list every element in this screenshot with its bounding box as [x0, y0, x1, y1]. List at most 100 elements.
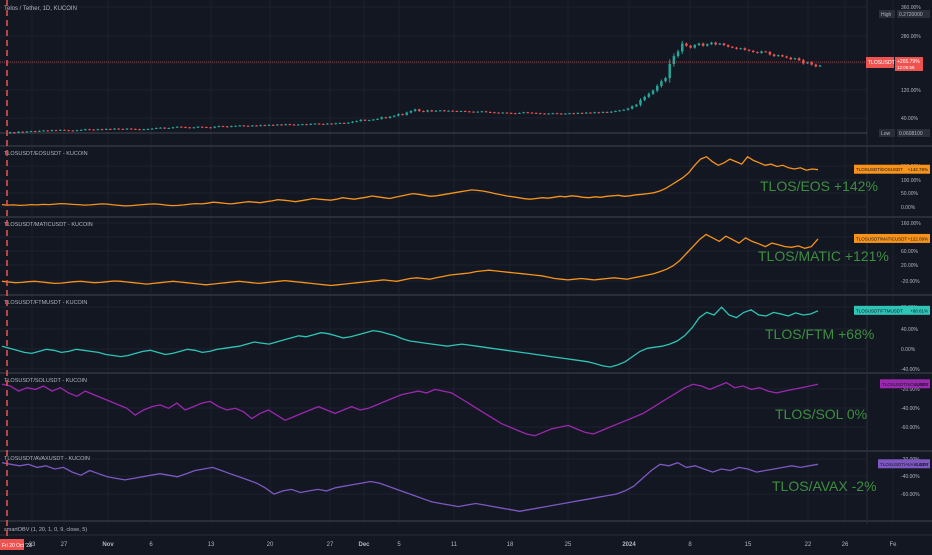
candle	[197, 127, 200, 128]
candle	[172, 127, 175, 128]
candle	[535, 113, 538, 114]
y-tick-label: -20.00%	[901, 279, 920, 285]
candle	[656, 86, 659, 91]
y-tick-label: 0.00%	[901, 205, 916, 211]
candle	[769, 52, 772, 55]
candle	[464, 111, 467, 112]
candle	[289, 124, 292, 125]
candle	[481, 111, 484, 112]
y-tick-label: 120.00%	[901, 88, 921, 94]
candle	[401, 114, 404, 115]
candle	[785, 56, 788, 57]
candle	[335, 123, 338, 124]
candle	[627, 109, 630, 110]
candle	[34, 131, 37, 132]
symbol-label: TLOSUSDT	[868, 60, 895, 66]
candle	[272, 125, 275, 126]
pane-annotation: TLOS/AVAX -2%	[772, 478, 877, 494]
candle	[243, 125, 246, 126]
candle	[326, 124, 329, 125]
candle	[159, 128, 162, 129]
candle	[648, 94, 651, 97]
candle	[264, 125, 267, 126]
series-tag-label: TLOSUSDT/EOSUSDT	[856, 167, 903, 172]
candle	[46, 130, 49, 131]
candle	[522, 112, 525, 113]
candle	[598, 112, 601, 113]
candle	[501, 113, 504, 114]
candle	[184, 127, 187, 128]
candle	[205, 127, 208, 128]
candle	[314, 124, 317, 125]
candle	[735, 48, 738, 49]
x-tick-label: 22	[805, 542, 812, 548]
pane-annotation: TLOS/EOS +142%	[760, 178, 878, 194]
candle	[639, 100, 642, 105]
low-value: 0.0608100	[899, 131, 923, 137]
candle	[239, 125, 242, 126]
candle	[113, 129, 116, 130]
series-tag-value: 0.08%	[915, 382, 928, 387]
series-tag-value: +68.61%	[910, 308, 928, 313]
candle	[122, 129, 125, 130]
candle	[668, 64, 671, 78]
candle	[17, 132, 20, 133]
candle	[126, 129, 129, 130]
candle	[485, 111, 488, 112]
candle	[685, 44, 688, 46]
candle	[752, 51, 755, 52]
x-tick-label: 26	[842, 542, 849, 548]
candle	[414, 109, 417, 111]
candle	[552, 113, 555, 114]
candle	[702, 44, 705, 46]
x-tick-label: 18	[507, 542, 514, 548]
candle	[531, 113, 534, 114]
candle	[180, 127, 183, 128]
candle	[330, 124, 333, 125]
candle	[539, 113, 542, 114]
candle	[143, 129, 146, 130]
candle	[652, 91, 655, 94]
candle	[234, 126, 237, 127]
candle	[560, 114, 563, 115]
candle	[360, 120, 363, 121]
x-tick-label: 25	[565, 542, 572, 548]
pane-annotation: TLOS/FTM +68%	[765, 326, 874, 342]
candle	[739, 48, 742, 49]
y-tick-label: -60.00%	[901, 425, 920, 431]
candle	[456, 111, 459, 112]
candle	[155, 128, 158, 129]
candle	[97, 129, 100, 130]
candle	[284, 124, 287, 125]
candle	[643, 97, 646, 100]
y-tick-label: -60.00%	[901, 492, 920, 498]
candle	[72, 130, 75, 131]
candle	[790, 58, 793, 60]
candle	[213, 127, 216, 128]
pane-title: TLOSUSDT/FTMUSDT - KUCOIN	[4, 300, 87, 306]
candle	[564, 114, 567, 115]
candle	[810, 62, 813, 64]
candle	[506, 113, 509, 114]
candle	[764, 51, 767, 52]
series-tag-label: TLOSUSDT/MATICUSDT	[856, 236, 907, 241]
candle	[138, 129, 141, 130]
pane-title: TLOSUSDT/EOSUSDT - KUCOIN	[4, 151, 88, 157]
candle	[773, 55, 776, 57]
candle	[510, 113, 513, 114]
candle	[84, 129, 87, 130]
candle	[355, 121, 358, 122]
y-tick-label: 50.00%	[901, 191, 919, 197]
candle	[309, 124, 312, 125]
candle	[343, 123, 346, 124]
candle	[493, 112, 496, 113]
y-tick-label: 60.00%	[901, 249, 919, 255]
candle	[38, 131, 41, 132]
candle	[460, 111, 463, 112]
candle	[422, 111, 425, 112]
series-tag-value: +122.09%	[908, 236, 928, 241]
candle	[426, 110, 429, 111]
candle	[21, 132, 24, 133]
